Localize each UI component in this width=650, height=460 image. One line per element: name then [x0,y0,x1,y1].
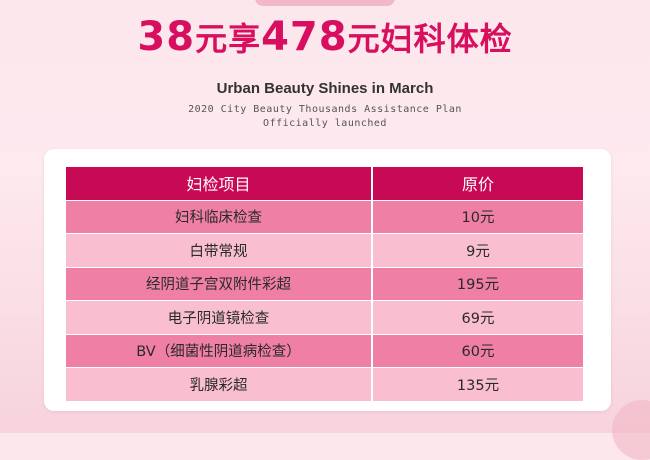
plan-line: 2020 City Beauty Thousands Assistance Pl… [188,104,462,115]
price-cell: 135元 [373,368,583,401]
price-cell: 60元 [373,334,583,367]
table-row: 电子阴道镜检查 69元 [66,301,583,334]
item-cell: 白带常规 [66,234,371,267]
headline-text-mid: 元享 [195,20,262,58]
table-header-row: 妇检项目 原价 [66,167,583,200]
plan-line: Officially launched [263,118,387,129]
headline-text-end: 元妇科体检 [347,20,513,58]
headline-price-orig: 478 [261,14,348,60]
header-item: 妇检项目 [66,167,371,200]
price-cell: 10元 [373,200,583,233]
table-row: 乳腺彩超 135元 [66,368,583,401]
item-cell: 乳腺彩超 [66,368,371,401]
table-row: 妇科临床检查 10元 [66,200,583,233]
subtitle: Urban Beauty Shines in March [216,80,434,97]
item-cell: 电子阴道镜检查 [66,301,371,334]
price-cell: 69元 [373,301,583,334]
item-cell: 妇科临床检查 [66,200,371,233]
price-table: 妇检项目 原价 妇科临床检查 10元 白带常规 9元 经阴道子宫双附件彩超 19… [66,167,583,402]
top-decoration [255,0,395,6]
item-cell: 经阴道子宫双附件彩超 [66,267,371,300]
table-row: 经阴道子宫双附件彩超 195元 [66,267,583,300]
table-row: 白带常规 9元 [66,234,583,267]
headline-price-now: 38 [137,14,196,60]
table-row: BV（细菌性阴道病检查） 60元 [66,334,583,367]
price-cell: 195元 [373,267,583,300]
corner-decoration [612,400,650,460]
item-cell: BV（细菌性阴道病检查） [66,334,371,367]
promo-headline: 38元享478元妇科体检 [0,14,650,60]
price-cell: 9元 [373,234,583,267]
header-price: 原价 [373,167,583,200]
plan-text: 2020 City Beauty Thousands Assistance Pl… [0,103,650,131]
